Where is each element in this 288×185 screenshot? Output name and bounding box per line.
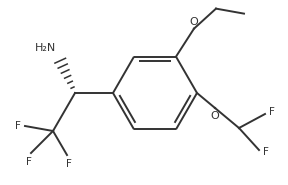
Text: F: F bbox=[26, 157, 32, 167]
Text: H₂N: H₂N bbox=[35, 43, 56, 53]
Text: F: F bbox=[263, 147, 269, 157]
Text: F: F bbox=[66, 159, 72, 169]
Text: F: F bbox=[15, 121, 21, 131]
Text: O: O bbox=[211, 111, 219, 121]
Text: O: O bbox=[190, 17, 198, 27]
Text: F: F bbox=[269, 107, 275, 117]
